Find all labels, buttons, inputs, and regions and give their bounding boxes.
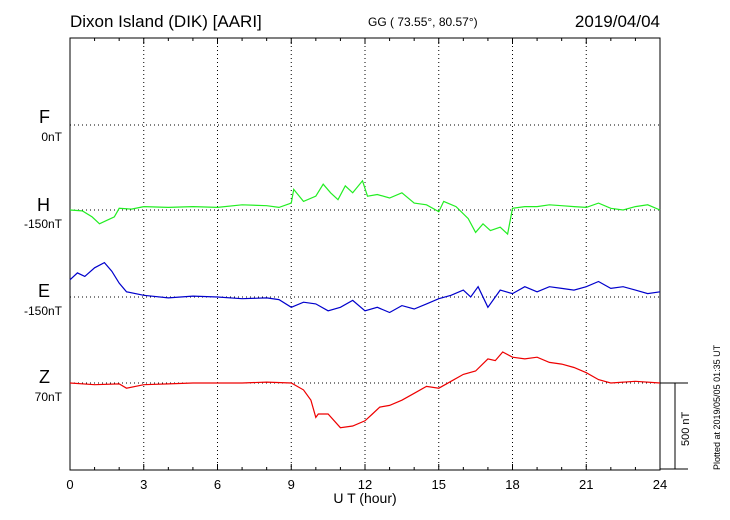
channel-h-label: H [37,195,50,215]
channel-e-label: E [37,281,50,301]
x-tick-label: 24 [653,477,667,492]
channel-e-baseline: -150nT [23,304,62,318]
x-tick-label: 3 [140,477,147,492]
x-axis-ticks [69,38,661,470]
x-tick-label: 6 [214,477,221,492]
chart-series [69,179,661,429]
x-tick-label: 18 [505,477,519,492]
x-tick-label: 12 [358,477,372,492]
x-tick-label: 15 [432,477,446,492]
chart-title: Dixon Island (DIK) [AARI] [70,12,262,31]
scale-bar [660,382,688,470]
channel-f-label: F [39,107,50,127]
channel-z-label: Z [39,367,50,387]
x-axis-label: U T (hour) [333,490,397,506]
x-tick-label: 0 [66,477,73,492]
x-tick-label: 9 [288,477,295,492]
x-axis-tick-labels: 0 3 6 9 12 15 18 21 24 [66,477,667,492]
channel-z-baseline: 70nT [34,390,62,404]
plotted-timestamp: Plotted at 2019/05/05 01:35 UT [712,344,722,470]
channel-f-baseline: 0nT [41,130,62,144]
chart-grid [70,38,660,470]
series-h-line [69,179,661,236]
station-coordinates: GG ( 73.55°, 80.57°) [368,15,478,29]
scale-bar-label: 500 nT [680,411,692,446]
chart-date: 2019/04/04 [574,12,660,31]
x-tick-label: 21 [579,477,593,492]
series-e-line [69,261,661,314]
series-z-line [69,351,661,429]
channel-h-baseline: -150nT [23,217,62,231]
